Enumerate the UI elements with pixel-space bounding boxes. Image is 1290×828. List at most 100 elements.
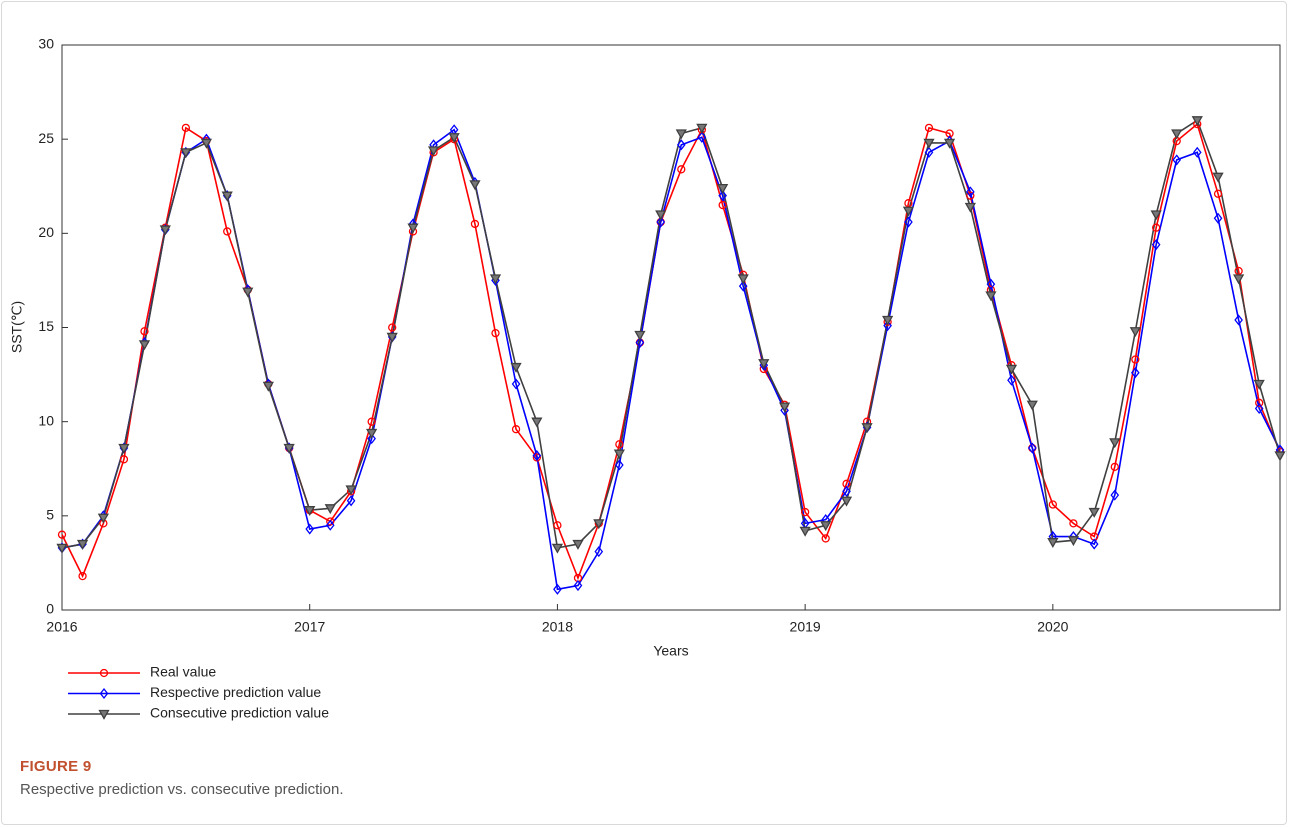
y-tick-label: 5: [46, 507, 54, 523]
data-point: [1027, 442, 1037, 454]
data-point: [76, 539, 89, 550]
x-axis-label: Years: [653, 643, 688, 659]
legend-label: Consecutive prediction value: [150, 705, 329, 721]
data-point: [1192, 146, 1202, 158]
legend-marker: [99, 687, 109, 700]
data-point: [242, 287, 254, 298]
data-point: [1005, 364, 1018, 375]
data-point: [1131, 367, 1140, 379]
figure-label: FIGURE 9: [20, 758, 92, 775]
data-point: [180, 148, 192, 159]
data-point: [1233, 274, 1245, 285]
data-point: [223, 227, 232, 236]
data-point: [902, 206, 915, 217]
data-point: [469, 180, 481, 191]
data-point: [924, 146, 934, 158]
data-point: [388, 323, 397, 332]
data-point: [56, 543, 68, 554]
data-point: [656, 216, 666, 228]
data-point: [593, 519, 605, 530]
data-point: [943, 138, 956, 149]
data-point: [532, 450, 542, 462]
data-point: [923, 138, 935, 149]
data-point: [1048, 500, 1057, 509]
data-point: [304, 506, 316, 517]
data-point: [964, 202, 976, 213]
data-point: [758, 359, 770, 370]
data-point: [677, 165, 686, 174]
legend-label: Respective prediction value: [150, 684, 321, 700]
data-point: [366, 428, 378, 439]
data-point: [718, 200, 727, 210]
data-point: [573, 579, 583, 592]
data-point: [696, 123, 708, 134]
data-point: [345, 485, 357, 496]
data-point: [842, 485, 851, 497]
data-point: [634, 330, 646, 341]
data-point: [140, 327, 149, 336]
data-point: [1213, 189, 1223, 198]
data-point: [924, 123, 934, 133]
data-point: [511, 425, 521, 434]
data-point: [780, 404, 789, 416]
data-point: [718, 190, 727, 202]
data-point: [325, 519, 335, 531]
data-point: [1026, 400, 1038, 411]
chart: SST(℃) Years 0 5 10 15 20 25 30 2016 2017 2018 201…: [9, 36, 1286, 721]
data-point: [324, 504, 336, 515]
data-point: [615, 459, 624, 471]
data-point: [635, 337, 645, 349]
data-point: [1150, 210, 1162, 221]
data-point: [820, 521, 832, 532]
y-tick-label: 10: [38, 412, 54, 428]
y-axis-label: SST(℃): [9, 301, 25, 353]
data-point: [326, 517, 335, 526]
data-point: [655, 210, 667, 221]
data-point: [427, 146, 440, 157]
data-point: [966, 191, 975, 200]
data-point: [305, 523, 315, 535]
data-point: [262, 381, 274, 392]
legend-marker: [98, 709, 110, 720]
data-point: [118, 443, 130, 454]
data-point: [407, 223, 419, 234]
data-point: [1067, 536, 1080, 547]
data-point: [882, 315, 894, 326]
data-point: [448, 133, 460, 144]
data-point: [1253, 379, 1265, 390]
data-point: [615, 440, 624, 449]
data-point: [1110, 489, 1120, 501]
data-point: [57, 530, 67, 539]
data-point: [778, 402, 791, 413]
y-tick-label: 0: [46, 601, 54, 617]
legend-label: Real value: [150, 664, 216, 680]
data-point: [283, 443, 295, 454]
data-point: [119, 455, 129, 464]
data-point: [367, 417, 376, 426]
data-point: [572, 539, 584, 550]
data-point: [97, 513, 109, 524]
data-point: [800, 507, 810, 517]
data-point: [986, 278, 996, 290]
data-point: [1234, 314, 1243, 326]
x-tick-label: 2020: [1037, 619, 1068, 635]
data-point: [551, 543, 564, 554]
data-point: [1131, 355, 1140, 364]
data-point: [799, 526, 811, 537]
data-point: [613, 449, 625, 460]
x-tick-label: 2018: [542, 619, 573, 635]
data-point: [904, 216, 913, 228]
data-point: [1151, 223, 1161, 232]
data-point: [1089, 538, 1099, 550]
data-point: [738, 280, 748, 292]
data-point: [200, 138, 213, 149]
y-tick-label: 25: [38, 130, 54, 146]
data-point: [1007, 374, 1016, 386]
data-point: [221, 191, 233, 202]
data-point: [1191, 116, 1203, 127]
data-point: [1109, 438, 1121, 449]
y-tick-label: 30: [38, 36, 54, 52]
data-point: [159, 225, 171, 236]
data-point: [840, 496, 853, 507]
